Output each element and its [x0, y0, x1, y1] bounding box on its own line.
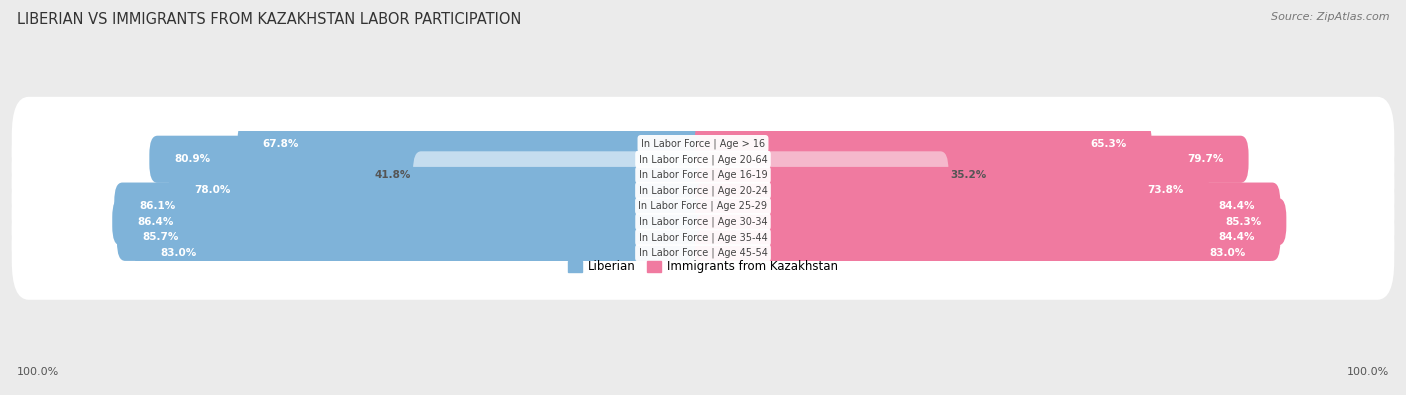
FancyBboxPatch shape	[169, 167, 711, 214]
Text: In Labor Force | Age 20-64: In Labor Force | Age 20-64	[638, 154, 768, 165]
Text: 83.0%: 83.0%	[160, 248, 197, 258]
Text: 85.7%: 85.7%	[142, 232, 179, 242]
Text: Source: ZipAtlas.com: Source: ZipAtlas.com	[1271, 12, 1389, 22]
FancyBboxPatch shape	[695, 167, 1209, 214]
Text: 73.8%: 73.8%	[1147, 186, 1184, 196]
Text: In Labor Force | Age 25-29: In Labor Force | Age 25-29	[638, 201, 768, 211]
FancyBboxPatch shape	[135, 229, 711, 276]
FancyBboxPatch shape	[149, 136, 711, 183]
Text: 84.4%: 84.4%	[1219, 232, 1256, 242]
FancyBboxPatch shape	[11, 175, 1395, 269]
Text: LIBERIAN VS IMMIGRANTS FROM KAZAKHSTAN LABOR PARTICIPATION: LIBERIAN VS IMMIGRANTS FROM KAZAKHSTAN L…	[17, 12, 522, 27]
FancyBboxPatch shape	[695, 198, 1286, 245]
Text: 41.8%: 41.8%	[374, 170, 411, 180]
FancyBboxPatch shape	[238, 120, 711, 167]
FancyBboxPatch shape	[11, 190, 1395, 284]
Text: 78.0%: 78.0%	[194, 186, 231, 196]
FancyBboxPatch shape	[11, 206, 1395, 300]
Text: 65.3%: 65.3%	[1090, 139, 1126, 149]
FancyBboxPatch shape	[695, 136, 1249, 183]
FancyBboxPatch shape	[11, 159, 1395, 253]
FancyBboxPatch shape	[11, 113, 1395, 206]
FancyBboxPatch shape	[114, 182, 711, 229]
FancyBboxPatch shape	[413, 151, 711, 198]
Text: 85.3%: 85.3%	[1225, 217, 1261, 227]
FancyBboxPatch shape	[11, 144, 1395, 237]
FancyBboxPatch shape	[695, 182, 1281, 229]
FancyBboxPatch shape	[11, 97, 1395, 190]
Text: 86.1%: 86.1%	[139, 201, 176, 211]
Text: 86.4%: 86.4%	[138, 217, 173, 227]
Text: In Labor Force | Age 30-34: In Labor Force | Age 30-34	[638, 216, 768, 227]
FancyBboxPatch shape	[11, 128, 1395, 222]
FancyBboxPatch shape	[695, 229, 1271, 276]
Text: 35.2%: 35.2%	[950, 170, 987, 180]
Text: 83.0%: 83.0%	[1209, 248, 1246, 258]
Text: 79.7%: 79.7%	[1187, 154, 1223, 164]
FancyBboxPatch shape	[695, 214, 1281, 261]
FancyBboxPatch shape	[112, 198, 711, 245]
Text: In Labor Force | Age 45-54: In Labor Force | Age 45-54	[638, 248, 768, 258]
Text: 67.8%: 67.8%	[263, 139, 299, 149]
FancyBboxPatch shape	[117, 214, 711, 261]
Text: In Labor Force | Age > 16: In Labor Force | Age > 16	[641, 138, 765, 149]
Text: 80.9%: 80.9%	[174, 154, 211, 164]
Text: 100.0%: 100.0%	[17, 367, 59, 377]
Text: In Labor Force | Age 16-19: In Labor Force | Age 16-19	[638, 169, 768, 180]
FancyBboxPatch shape	[695, 151, 949, 198]
FancyBboxPatch shape	[695, 120, 1152, 167]
Text: 100.0%: 100.0%	[1347, 367, 1389, 377]
Text: In Labor Force | Age 20-24: In Labor Force | Age 20-24	[638, 185, 768, 196]
Text: In Labor Force | Age 35-44: In Labor Force | Age 35-44	[638, 232, 768, 243]
Legend: Liberian, Immigrants from Kazakhstan: Liberian, Immigrants from Kazakhstan	[562, 256, 844, 278]
Text: 84.4%: 84.4%	[1219, 201, 1256, 211]
